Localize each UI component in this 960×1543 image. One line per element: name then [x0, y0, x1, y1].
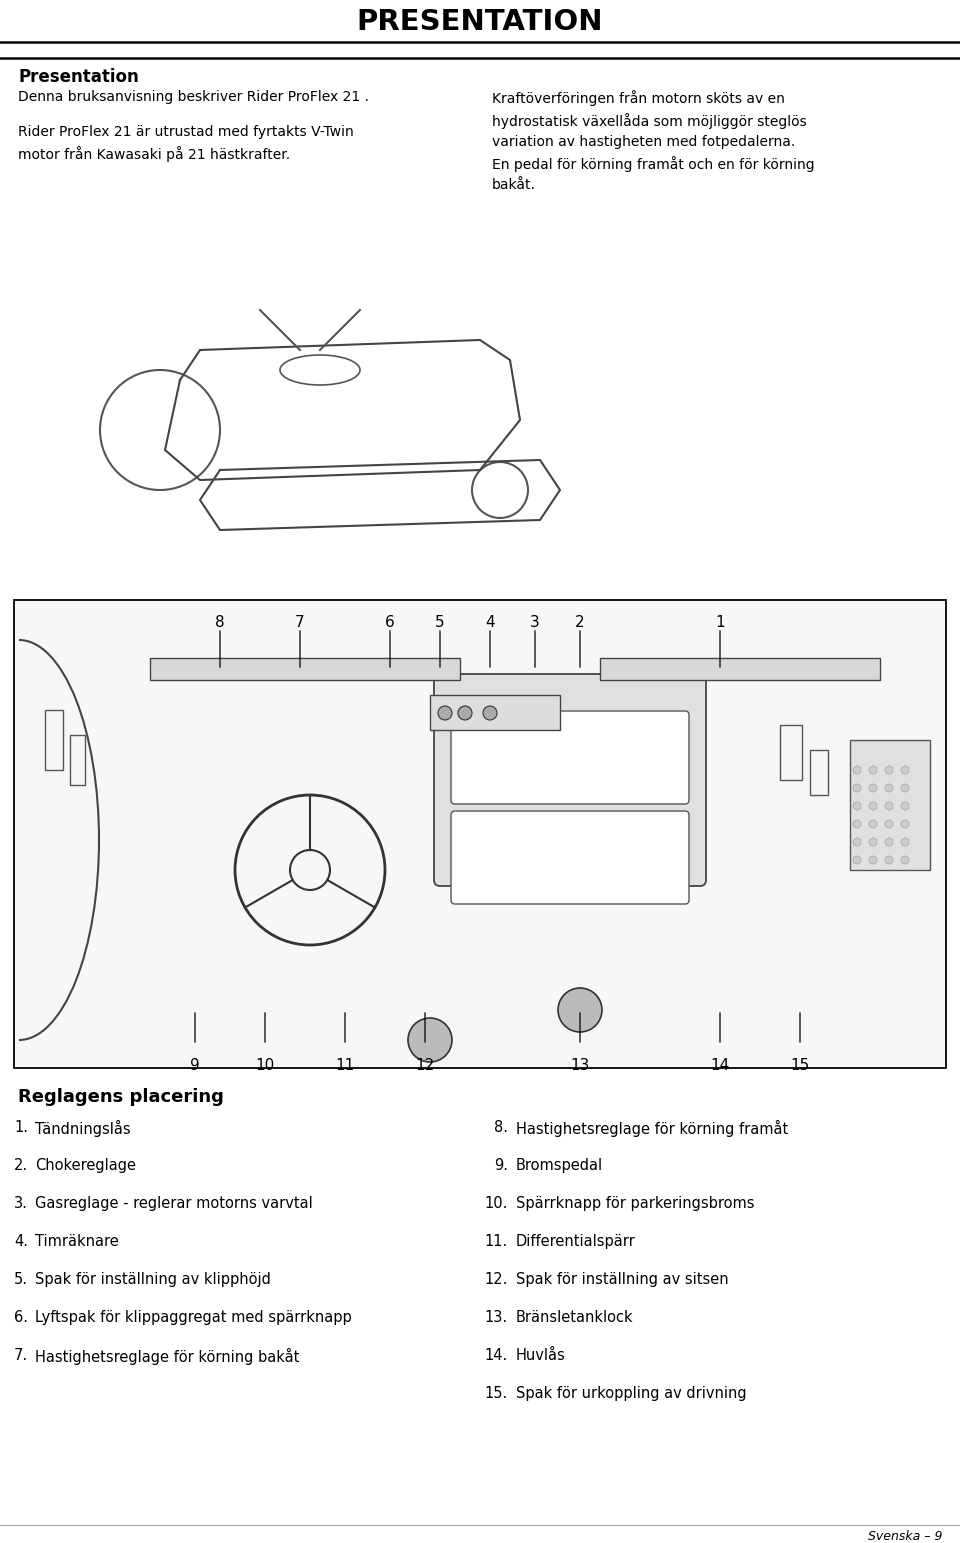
- Circle shape: [901, 838, 909, 846]
- Text: Spak för urkoppling av drivning: Spak för urkoppling av drivning: [516, 1386, 747, 1401]
- Circle shape: [901, 802, 909, 810]
- Text: 15: 15: [790, 1058, 809, 1072]
- Text: 7: 7: [295, 616, 305, 630]
- Circle shape: [869, 838, 877, 846]
- Circle shape: [885, 765, 893, 775]
- Circle shape: [869, 819, 877, 829]
- Text: 6: 6: [385, 616, 395, 630]
- Circle shape: [901, 856, 909, 864]
- Circle shape: [885, 802, 893, 810]
- Circle shape: [901, 819, 909, 829]
- Bar: [600, 657, 880, 680]
- Text: 5.: 5.: [14, 1271, 28, 1287]
- Text: 3: 3: [530, 616, 540, 630]
- Text: 1: 1: [715, 616, 725, 630]
- Circle shape: [853, 856, 861, 864]
- FancyBboxPatch shape: [451, 812, 689, 904]
- Circle shape: [853, 802, 861, 810]
- Circle shape: [869, 784, 877, 792]
- Text: Timräknare: Timräknare: [35, 1234, 119, 1248]
- Text: 1.: 1.: [14, 1120, 28, 1136]
- Text: 6.: 6.: [14, 1310, 28, 1325]
- Circle shape: [853, 765, 861, 775]
- Circle shape: [869, 765, 877, 775]
- Text: 10: 10: [255, 1058, 275, 1072]
- Text: 13.: 13.: [485, 1310, 508, 1325]
- Circle shape: [458, 707, 472, 721]
- Bar: [780, 725, 802, 781]
- Bar: [850, 741, 930, 870]
- Text: Presentation: Presentation: [18, 68, 139, 86]
- Bar: [45, 710, 63, 770]
- FancyBboxPatch shape: [451, 711, 689, 804]
- Text: 2.: 2.: [13, 1157, 28, 1173]
- Circle shape: [869, 802, 877, 810]
- Circle shape: [483, 707, 497, 721]
- Circle shape: [869, 856, 877, 864]
- Text: 8.: 8.: [494, 1120, 508, 1136]
- Text: 7.: 7.: [13, 1349, 28, 1362]
- Text: 11.: 11.: [485, 1234, 508, 1248]
- Text: 14: 14: [710, 1058, 730, 1072]
- Bar: [150, 657, 460, 680]
- Text: Spak för inställning av klipphöjd: Spak för inställning av klipphöjd: [35, 1271, 271, 1287]
- Circle shape: [438, 707, 452, 721]
- Text: Hastighetsreglage för körning framåt: Hastighetsreglage för körning framåt: [516, 1120, 788, 1137]
- Text: Spak för inställning av sitsen: Spak för inställning av sitsen: [516, 1271, 729, 1287]
- Circle shape: [885, 819, 893, 829]
- Circle shape: [885, 838, 893, 846]
- Circle shape: [853, 819, 861, 829]
- Circle shape: [853, 784, 861, 792]
- Text: Svenska – 9: Svenska – 9: [868, 1531, 942, 1543]
- Circle shape: [901, 784, 909, 792]
- Circle shape: [901, 765, 909, 775]
- Text: 12: 12: [416, 1058, 435, 1072]
- Circle shape: [408, 1018, 452, 1062]
- Text: 12.: 12.: [485, 1271, 508, 1287]
- Text: 4: 4: [485, 616, 494, 630]
- Bar: [810, 750, 828, 795]
- Text: Kraftöverföringen från motorn sköts av en
hydrostatisk växellåda som möjliggör s: Kraftöverföringen från motorn sköts av e…: [492, 89, 815, 193]
- Circle shape: [885, 856, 893, 864]
- FancyBboxPatch shape: [434, 674, 706, 886]
- Text: Huvlås: Huvlås: [516, 1349, 565, 1362]
- Text: 10.: 10.: [485, 1196, 508, 1211]
- Bar: [430, 694, 560, 730]
- Text: 9: 9: [190, 1058, 200, 1072]
- Text: 2: 2: [575, 616, 585, 630]
- Circle shape: [885, 784, 893, 792]
- Text: 15.: 15.: [485, 1386, 508, 1401]
- Text: 4.: 4.: [14, 1234, 28, 1248]
- Circle shape: [853, 838, 861, 846]
- Bar: [14, 600, 946, 1068]
- Text: Tändningslås: Tändningslås: [35, 1120, 131, 1137]
- Text: Hastighetsreglage för körning bakåt: Hastighetsreglage för körning bakåt: [35, 1349, 300, 1366]
- Text: 13: 13: [570, 1058, 589, 1072]
- Circle shape: [558, 988, 602, 1032]
- Text: Differentialspärr: Differentialspärr: [516, 1234, 636, 1248]
- Text: Gasreglage - reglerar motorns varvtal: Gasreglage - reglerar motorns varvtal: [35, 1196, 313, 1211]
- Text: Bränsletanklock: Bränsletanklock: [516, 1310, 634, 1325]
- Text: Spärrknapp för parkeringsbroms: Spärrknapp för parkeringsbroms: [516, 1196, 755, 1211]
- Text: Rider ProFlex 21 är utrustad med fyrtakts V-Twin
motor från Kawasaki på 21 hästk: Rider ProFlex 21 är utrustad med fyrtakt…: [18, 125, 353, 162]
- Text: Reglagens placering: Reglagens placering: [18, 1088, 224, 1106]
- Text: 14.: 14.: [485, 1349, 508, 1362]
- Bar: [70, 734, 85, 785]
- Text: 9.: 9.: [494, 1157, 508, 1173]
- Text: Lyftspak för klippaggregat med spärrknapp: Lyftspak för klippaggregat med spärrknap…: [35, 1310, 351, 1325]
- Text: 8: 8: [215, 616, 225, 630]
- Text: Chokereglage: Chokereglage: [35, 1157, 136, 1173]
- Text: 11: 11: [335, 1058, 354, 1072]
- Text: Bromspedal: Bromspedal: [516, 1157, 603, 1173]
- Text: 5: 5: [435, 616, 444, 630]
- Text: 3.: 3.: [14, 1196, 28, 1211]
- Text: Denna bruksanvisning beskriver Rider ProFlex 21 .: Denna bruksanvisning beskriver Rider Pro…: [18, 89, 369, 103]
- Text: PRESENTATION: PRESENTATION: [357, 8, 603, 35]
